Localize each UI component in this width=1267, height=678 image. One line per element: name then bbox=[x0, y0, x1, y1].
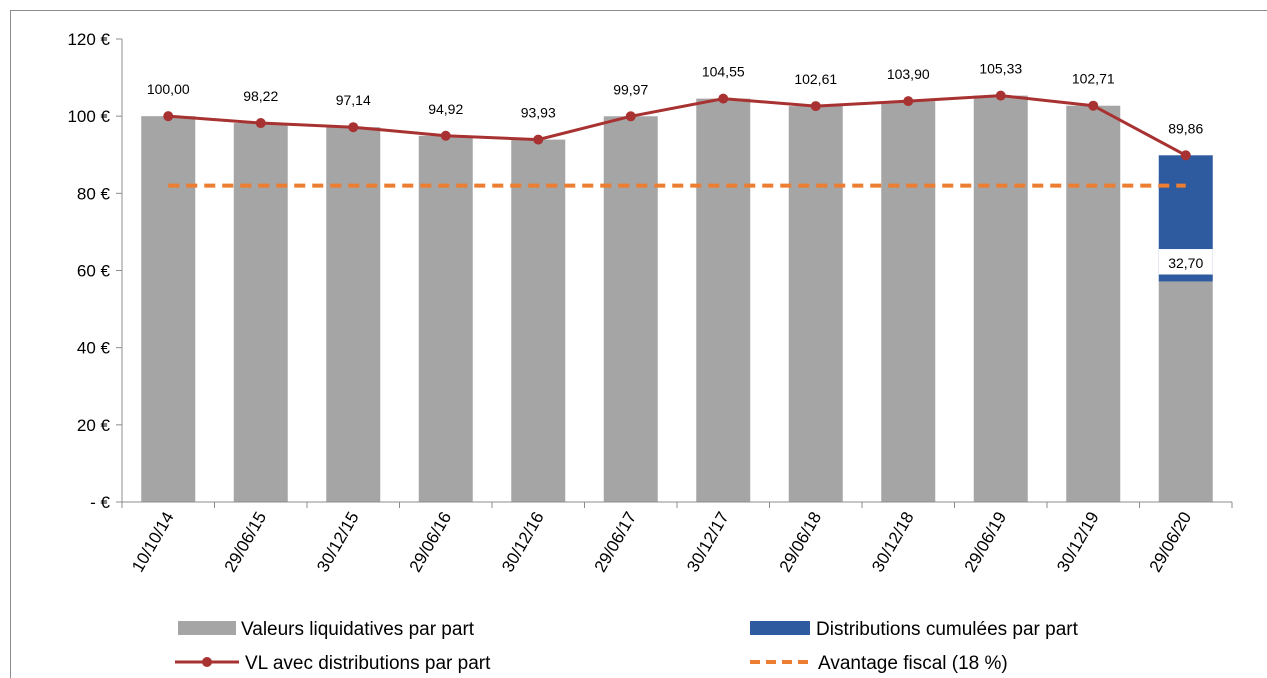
vl-distributions-point bbox=[348, 122, 359, 133]
vl-distributions-point bbox=[625, 111, 636, 122]
vl-data-label: 103,90 bbox=[887, 66, 930, 82]
legend: Valeurs liquidatives par part Distributio… bbox=[175, 619, 1079, 674]
y-tick-label: 120 € bbox=[67, 30, 110, 49]
vl-data-label: 100,00 bbox=[147, 81, 190, 97]
y-tick-label: 20 € bbox=[77, 416, 111, 435]
vl-data-label: 98,22 bbox=[243, 88, 278, 104]
bar-valeur-liquidative bbox=[1066, 105, 1121, 503]
vl-distributions-point bbox=[255, 118, 266, 129]
bar-valeur-liquidative bbox=[326, 127, 381, 502]
legend-swatch-marker bbox=[202, 657, 212, 667]
bar-valeur-liquidative bbox=[511, 139, 566, 503]
bar-distribution-gap bbox=[1158, 249, 1213, 275]
chart-frame bbox=[10, 10, 1267, 678]
x-tick-label: 30/12/18 bbox=[868, 509, 918, 576]
legend-swatch bbox=[178, 621, 236, 635]
vl-distributions-point bbox=[163, 111, 174, 122]
vl-distributions-point bbox=[440, 130, 451, 141]
bar-valeur-liquidative bbox=[696, 98, 751, 502]
x-tick-label: 29/06/19 bbox=[961, 509, 1011, 576]
y-tick-label: 40 € bbox=[77, 339, 111, 358]
distribution-data-label: 32,70 bbox=[1168, 255, 1203, 271]
bar-valeur-liquidative bbox=[973, 95, 1028, 503]
legend-label: Distributions cumulées par part bbox=[816, 619, 1079, 640]
vl-data-label: 105,33 bbox=[979, 61, 1022, 77]
y-tick-label: - € bbox=[90, 493, 110, 512]
x-tick-label: 29/06/20 bbox=[1146, 509, 1196, 576]
legend-label: Valeurs liquidatives par part bbox=[241, 619, 475, 640]
x-tick-label: 29/06/16 bbox=[406, 509, 456, 576]
vl-distributions-line bbox=[168, 94, 1187, 157]
vl-distributions-point bbox=[1180, 150, 1191, 161]
plot-area: 32,70 - € 20 € 40 € 60 € 80 € 100 € 120 € 10/10/… bbox=[67, 30, 1233, 576]
vl-distributions-point bbox=[810, 101, 821, 112]
x-tick-label: 30/12/17 bbox=[683, 509, 733, 576]
bar-valeur-liquidative bbox=[788, 106, 843, 502]
vl-data-label: 93,93 bbox=[521, 105, 556, 121]
vl-data-label: 97,14 bbox=[336, 92, 371, 108]
y-tick-label: 60 € bbox=[77, 262, 111, 281]
bar-valeur-liquidative bbox=[233, 123, 288, 503]
vl-data-label: 102,71 bbox=[1072, 71, 1115, 87]
bar-valeur-liquidative bbox=[1158, 281, 1213, 502]
x-tick-label: 29/06/18 bbox=[776, 509, 826, 576]
y-tick-label: 100 € bbox=[67, 107, 110, 126]
vl-distributions-point bbox=[903, 96, 914, 107]
vl-distributions-point bbox=[718, 93, 729, 104]
x-tick-label: 30/12/16 bbox=[498, 509, 548, 576]
legend-label: Avantage fiscal (18 %) bbox=[818, 653, 1008, 674]
legend-label: VL avec distributions par part bbox=[245, 653, 491, 674]
vl-data-label: 99,97 bbox=[613, 81, 648, 97]
vl-distributions-point bbox=[995, 90, 1006, 101]
vl-data-label: 89,86 bbox=[1168, 120, 1203, 136]
bar-valeur-liquidative bbox=[881, 101, 936, 502]
bar-valeur-liquidative bbox=[603, 116, 658, 503]
x-tick-label: 30/12/15 bbox=[313, 509, 363, 576]
vl-data-label: 94,92 bbox=[428, 101, 463, 117]
vl-distributions-point bbox=[1088, 100, 1099, 111]
x-tick-label: 29/06/17 bbox=[591, 509, 641, 576]
x-tick-label: 29/06/15 bbox=[221, 509, 271, 576]
vl-data-label: 102,61 bbox=[794, 71, 837, 87]
bar-valeur-liquidative bbox=[418, 135, 473, 502]
vl-data-label: 104,55 bbox=[702, 64, 745, 80]
vl-distributions-point bbox=[533, 134, 544, 145]
x-tick-label: 30/12/19 bbox=[1053, 509, 1103, 576]
legend-swatch bbox=[750, 621, 810, 635]
x-tick-label: 10/10/14 bbox=[128, 509, 178, 576]
bar-valeur-liquidative bbox=[141, 116, 196, 503]
y-tick-label: 80 € bbox=[77, 184, 111, 203]
